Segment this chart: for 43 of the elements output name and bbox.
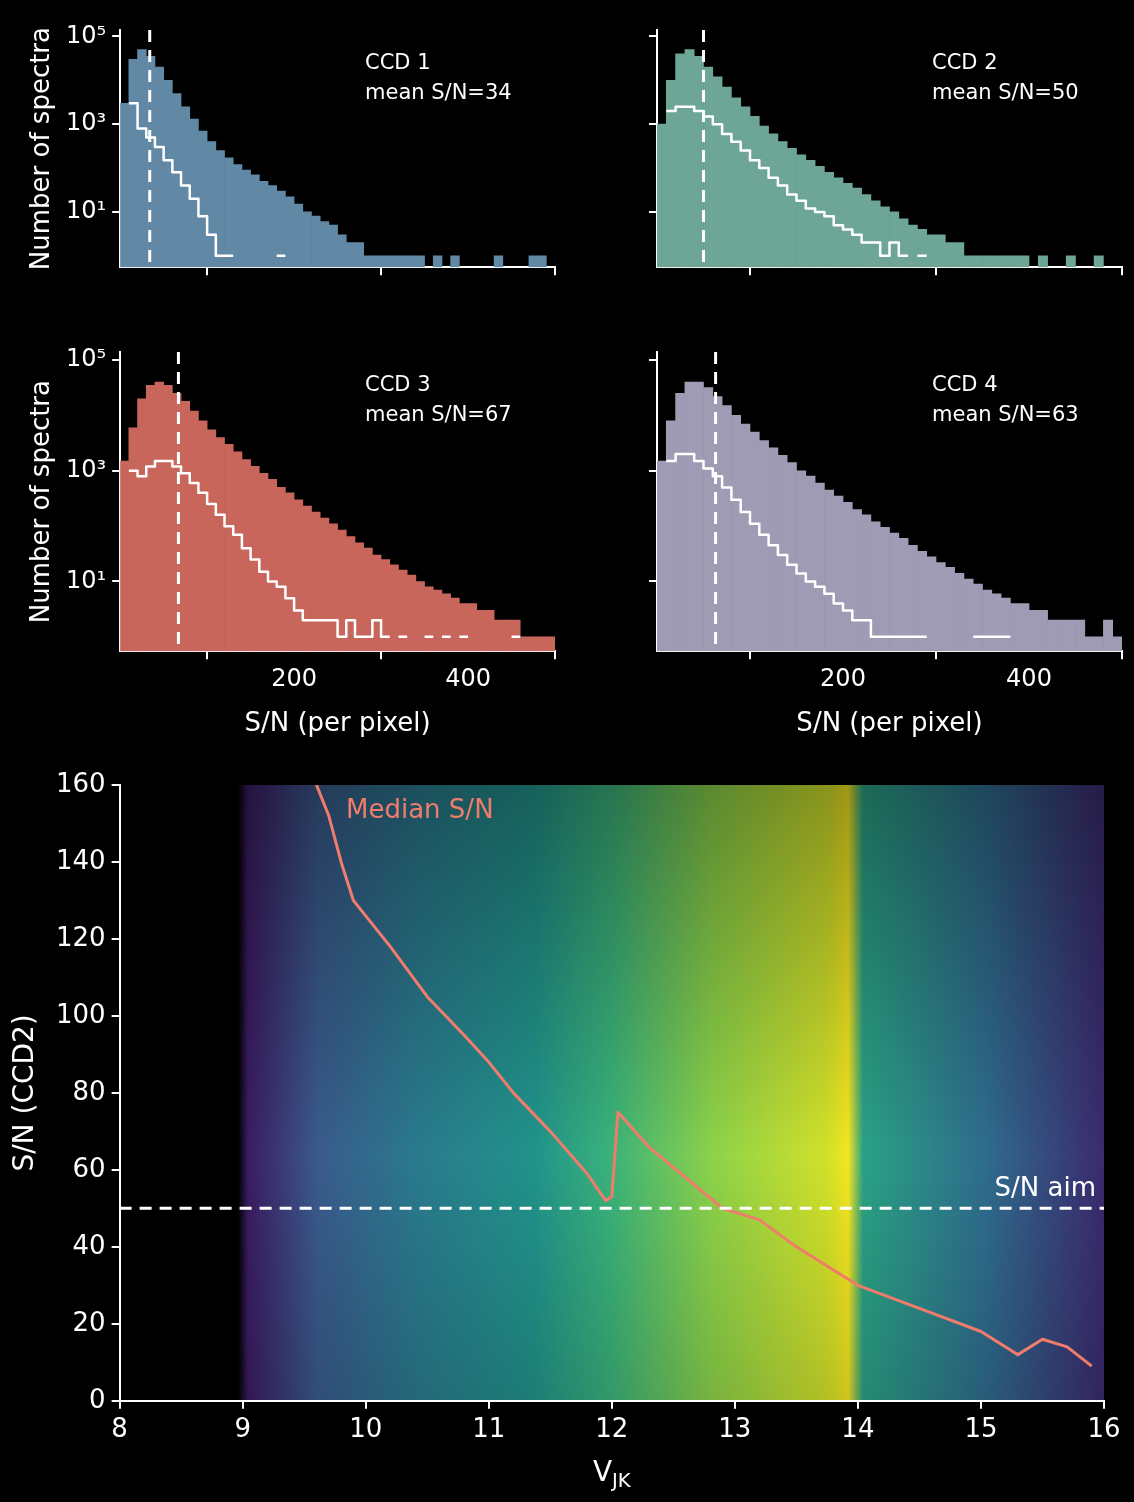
x-axis-title: S/N (per pixel) <box>796 706 983 737</box>
x-tick-label: 12 <box>595 1413 629 1444</box>
y-tick-label: 40 <box>72 1229 106 1260</box>
y-axis-title: Number of spectra <box>24 379 55 624</box>
y-tick-label: 60 <box>72 1152 106 1183</box>
annotation: mean S/N=63 <box>932 402 1079 427</box>
x-tick-label: 13 <box>718 1413 752 1444</box>
annotation: CCD 4 <box>932 372 998 397</box>
x-tick-label: 200 <box>820 663 866 692</box>
x-tick-label: 11 <box>472 1413 506 1444</box>
x-tick-label: 400 <box>1006 663 1052 692</box>
y-tick-label: 10⁵ <box>65 344 107 373</box>
y-tick-label: 10¹ <box>65 565 107 594</box>
annotation: Median S/N <box>346 793 494 824</box>
y-tick-label: 100 <box>55 998 106 1029</box>
y-tick-label: 160 <box>55 767 106 798</box>
y-tick-label: 140 <box>55 844 106 875</box>
annotation: CCD 3 <box>365 372 431 397</box>
y-tick-label: 10³ <box>65 108 107 137</box>
y-tick-label: 10³ <box>65 455 107 484</box>
annotation: mean S/N=34 <box>365 80 512 105</box>
x-tick-label: 9 <box>234 1413 251 1444</box>
x-tick-label: 200 <box>271 663 317 692</box>
y-tick-label: 20 <box>72 1306 106 1337</box>
annotation: mean S/N=67 <box>365 402 512 427</box>
x-tick-label: 10 <box>349 1413 383 1444</box>
x-tick-label: 16 <box>1087 1413 1121 1444</box>
y-tick-label: 0 <box>89 1383 106 1414</box>
annotation: CCD 1 <box>365 50 431 75</box>
ref-line-label: S/N aim <box>994 1172 1096 1203</box>
annotation: mean S/N=50 <box>932 80 1079 105</box>
x-tick-label: 15 <box>964 1413 998 1444</box>
y-tick-label: 120 <box>55 921 106 952</box>
x-tick-label: 8 <box>111 1413 128 1444</box>
x-axis-title: S/N (per pixel) <box>244 706 431 737</box>
x-tick-label: 400 <box>445 663 491 692</box>
x-tick-label: 14 <box>841 1413 875 1444</box>
annotation: CCD 2 <box>932 50 998 75</box>
y-tick-label: 10⁵ <box>65 20 107 49</box>
y-axis-title: S/N (CCD2) <box>7 1014 41 1172</box>
y-tick-label: 80 <box>72 1075 106 1106</box>
y-axis-title: Number of spectra <box>24 26 55 271</box>
y-tick-label: 10¹ <box>65 196 107 225</box>
